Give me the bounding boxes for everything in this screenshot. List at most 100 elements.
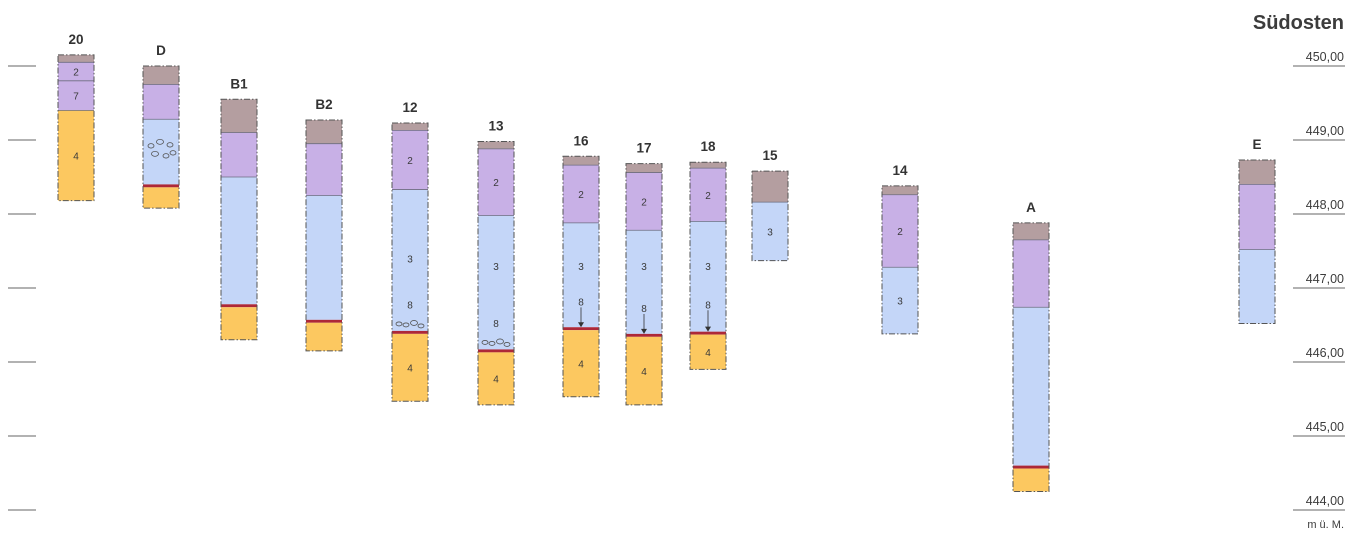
layer-3: [306, 195, 342, 320]
layer-number: 3: [578, 262, 584, 273]
column-outline: [142, 65, 180, 209]
layer-2: [626, 172, 662, 231]
layer-8: [563, 327, 599, 331]
column-outline: [57, 54, 95, 202]
layer-2: [221, 132, 257, 177]
pebble-symbol: [151, 150, 159, 157]
layer-number: 2: [407, 156, 413, 167]
layer-4: [690, 334, 726, 370]
borehole-label: 17: [636, 141, 651, 156]
layer-number: 4: [493, 375, 499, 386]
layer-1: [143, 66, 179, 85]
borehole-17: 17 2 3 8 4: [625, 141, 663, 406]
layer-number: 4: [73, 152, 79, 163]
layer-2: [306, 143, 342, 196]
layer-2: [1013, 239, 1049, 308]
layer-3: [392, 189, 428, 331]
layer-1: [306, 120, 342, 144]
layer-number: 3: [493, 262, 499, 273]
layer-1: [882, 185, 918, 195]
pebble-symbol: [488, 341, 496, 346]
pebble-symbol: [169, 150, 177, 156]
column-outline: [751, 170, 789, 262]
layer-3: [478, 215, 514, 350]
layer-1: [690, 162, 726, 169]
borehole-label: 12: [402, 100, 417, 115]
layer-number: 4: [407, 364, 413, 375]
column-outline: [1012, 222, 1050, 492]
borehole-columns: 20 2 7 4 D B1 B2 12 2 3 8 4 13 2 3 8 4 16 2 3 8 4 17 2 3 8 4 18 2 3 8 4…: [57, 32, 1276, 492]
layer-number: 8: [493, 319, 499, 330]
pebble-symbol: [402, 322, 410, 328]
layer-2: [563, 165, 599, 223]
layer-1: [221, 99, 257, 133]
layer-number: 2: [705, 191, 711, 202]
layer-1: [392, 122, 428, 131]
elevation-label-5: 445,00: [1306, 420, 1344, 434]
layer-4: [221, 307, 257, 340]
layer-8: [221, 304, 257, 308]
column-outline: [689, 161, 727, 370]
layer-8: [306, 319, 342, 323]
pebble-symbol: [166, 142, 174, 148]
column-outline: [391, 122, 429, 402]
layer-2: [882, 194, 918, 268]
layer-8: [1013, 465, 1049, 469]
layer-number: 3: [897, 297, 903, 308]
layer-7: [58, 80, 94, 111]
borehole-E: E: [1238, 137, 1276, 325]
layer-1: [58, 54, 94, 63]
pebble-symbol: [503, 342, 511, 347]
layer-2: [690, 168, 726, 222]
layer-number: 4: [641, 367, 647, 378]
elevation-label-3: 447,00: [1306, 272, 1344, 286]
layer-1: [478, 141, 514, 149]
borehole-label: 16: [573, 133, 589, 148]
layer-number: 4: [705, 348, 711, 359]
left-elevation-ticks: [8, 65, 36, 511]
layer-number: 7: [73, 92, 79, 103]
borehole-label: A: [1026, 200, 1036, 215]
layer-2: [392, 130, 428, 190]
layer-number: 8: [641, 304, 647, 315]
borehole-20: 20 2 7 4: [57, 32, 95, 202]
layer-4: [478, 352, 514, 405]
borehole-label: B2: [315, 97, 332, 112]
layer-4: [626, 336, 662, 405]
column-outline: [1238, 159, 1276, 325]
layer-number: 3: [407, 254, 413, 265]
layer-8: [690, 331, 726, 335]
layer-number: 8: [407, 300, 413, 311]
layer-2: [58, 62, 94, 81]
borehole-15: 15 3: [751, 148, 789, 262]
layer-8: [626, 333, 662, 337]
borehole-label: B1: [230, 76, 248, 91]
layer-1: [626, 163, 662, 173]
borehole-label: 18: [700, 139, 716, 154]
layer-3: [143, 119, 179, 185]
layer-3: [882, 267, 918, 334]
layer-1: [1239, 159, 1275, 185]
column-outline: [625, 163, 663, 406]
diagram-title: Südosten: [1253, 12, 1344, 34]
layer-number: 2: [493, 178, 499, 189]
borehole-label: 13: [488, 118, 504, 133]
layer-3: [1239, 249, 1275, 324]
layer-3: [221, 177, 257, 305]
layer-number: 3: [767, 227, 773, 238]
elevation-label-0: 450,00: [1306, 50, 1344, 64]
layer-1: [563, 156, 599, 166]
elevation-label-4: 446,00: [1306, 346, 1344, 360]
borehole-12: 12 2 3 8 4: [391, 100, 429, 402]
borehole-label: 14: [892, 163, 908, 178]
layer-number: 8: [705, 300, 711, 311]
layer-number: 3: [641, 262, 647, 273]
elevation-scale: 450,00 449,00 448,00 447,00 446,00 445,00 444,…: [1293, 50, 1345, 511]
pebble-symbol: [496, 338, 504, 345]
layer-4: [143, 187, 179, 209]
layer-number: 8: [578, 297, 584, 308]
borehole-label: E: [1252, 137, 1261, 152]
layer-8: [143, 184, 179, 188]
borehole-16: 16 2 3 8 4: [562, 133, 600, 398]
